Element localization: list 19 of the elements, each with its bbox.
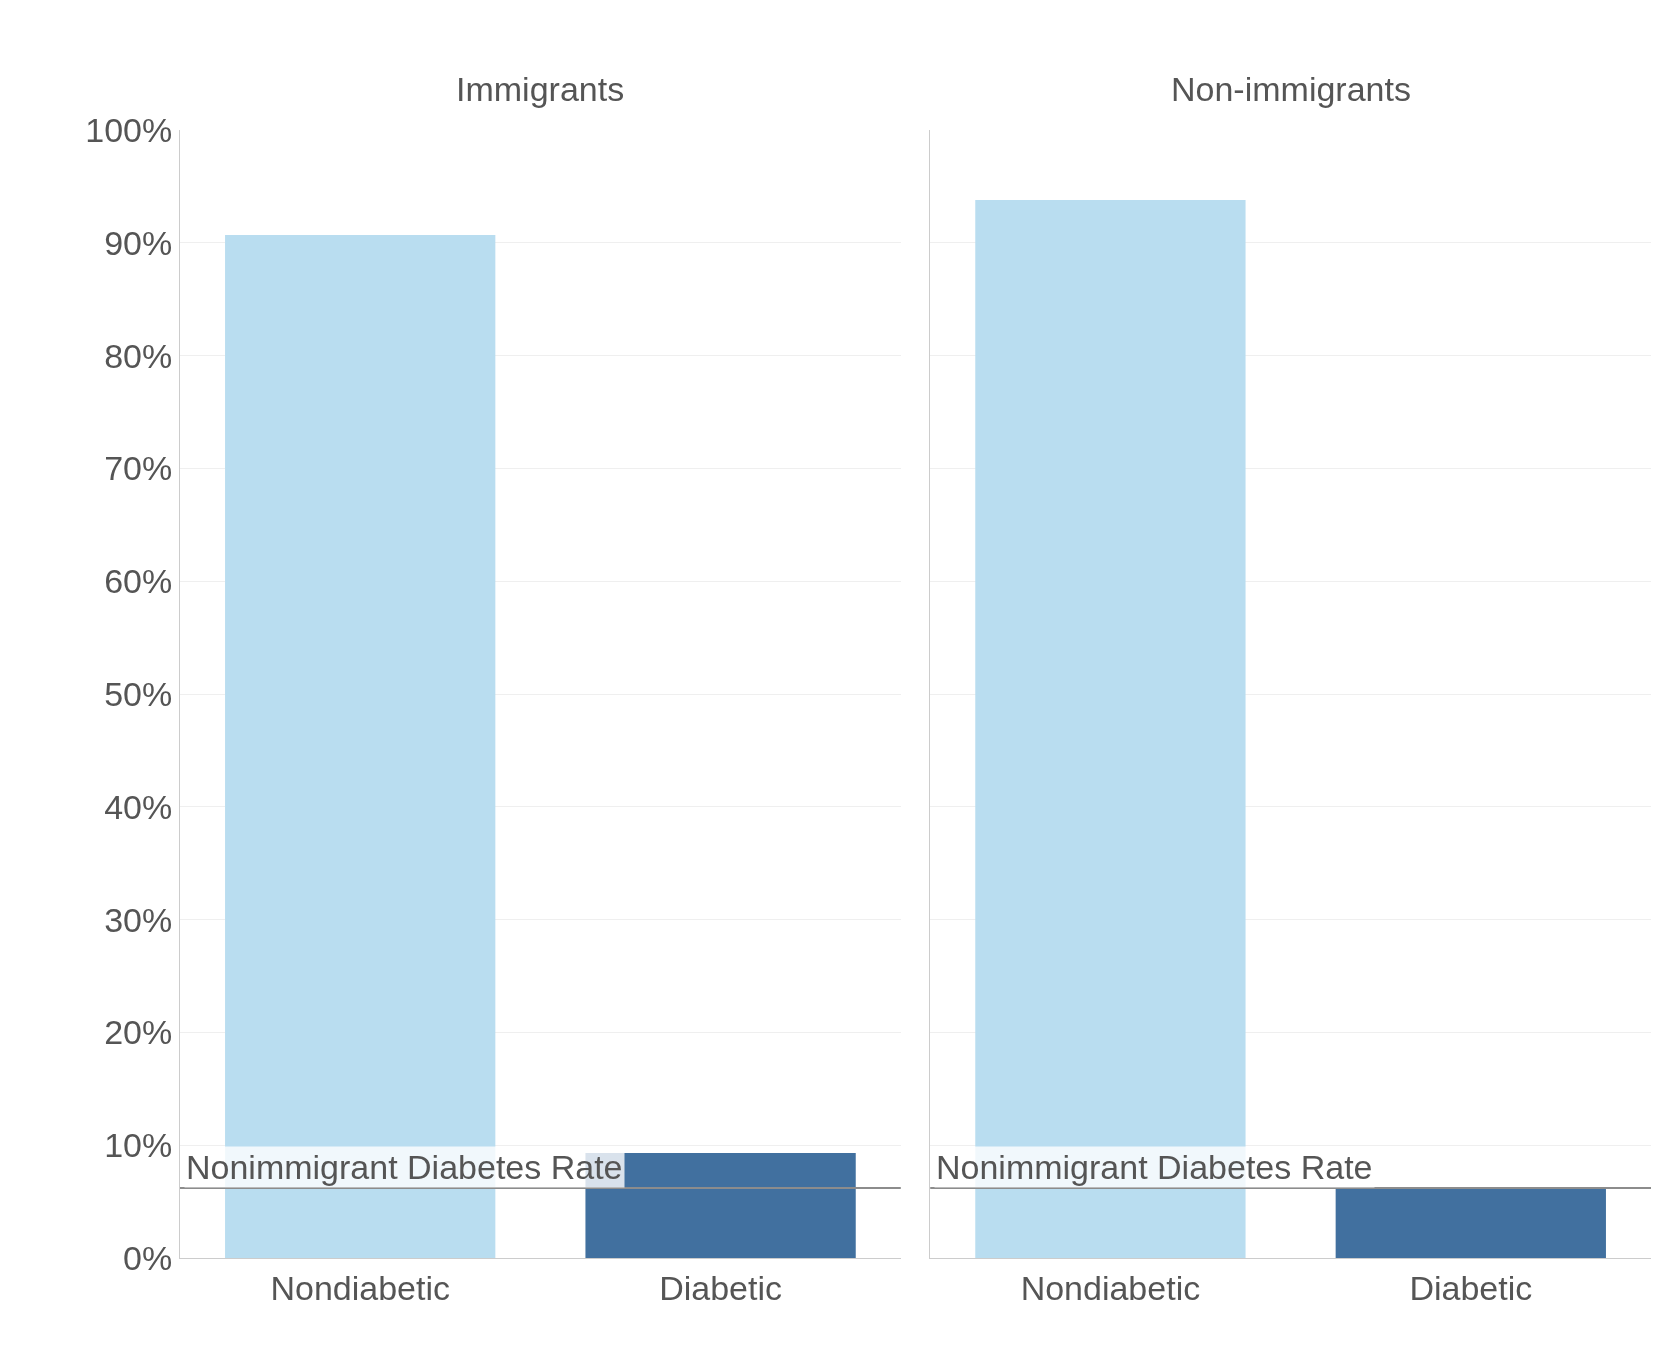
y-tick-label: 80% [104,336,173,375]
y-tick-label: 30% [104,900,173,939]
x-tick-label: Diabetic [659,1268,783,1307]
y-tick-label: 50% [104,674,173,713]
ref-line-label: Nonimmigrant Diabetes Rate [936,1148,1373,1186]
chart-title: Non-immigrants [1171,70,1411,108]
y-tick-label: 70% [104,449,173,488]
y-tick-label: 90% [104,223,173,262]
y-tick-label: 40% [104,787,173,826]
chart-title: Immigrants [456,70,625,108]
x-tick-label: Diabetic [1409,1268,1533,1307]
y-tick-label: 20% [104,1013,173,1052]
y-tick-label: 10% [104,1126,173,1165]
x-tick-label: Nondiabetic [270,1268,450,1307]
x-tick-label: Nondiabetic [1020,1268,1201,1307]
y-tick-label: 60% [104,562,173,601]
y-tick-label: 0% [123,1238,173,1277]
ref-line-label: Nonimmigrant Diabetes Rate [186,1148,623,1186]
y-tick-label: 100% [85,110,173,149]
